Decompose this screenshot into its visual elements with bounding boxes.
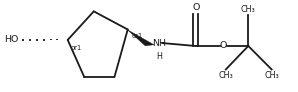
Text: O: O <box>192 3 199 12</box>
Text: CH₃: CH₃ <box>241 5 256 14</box>
Polygon shape <box>127 30 154 46</box>
Text: HO: HO <box>4 35 18 44</box>
Text: or1: or1 <box>131 33 142 39</box>
Text: or1: or1 <box>71 45 82 51</box>
Text: CH₃: CH₃ <box>218 71 233 80</box>
Text: CH₃: CH₃ <box>264 71 279 80</box>
Text: NH: NH <box>153 39 167 47</box>
Text: O: O <box>220 41 227 51</box>
Text: H: H <box>156 52 162 61</box>
